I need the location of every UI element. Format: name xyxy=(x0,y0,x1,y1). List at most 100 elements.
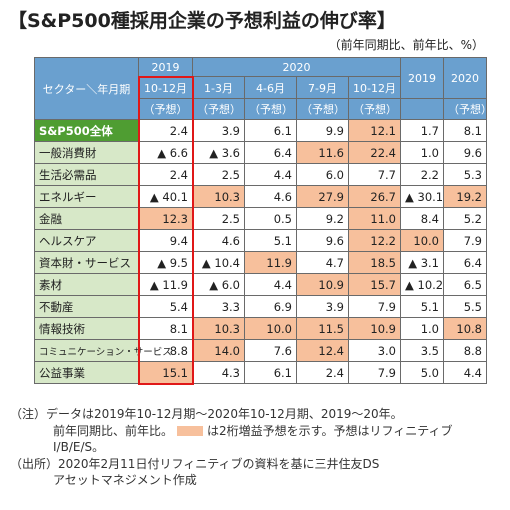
value-cell: 2.4 xyxy=(138,119,193,142)
value-cell: 9.6 xyxy=(296,229,349,252)
sector-label: 不動産 xyxy=(34,295,139,318)
note-line: （注）データは2019年10-12月期～2020年10-12月期、2019～20… xyxy=(10,407,403,421)
value-cell: 7.9 xyxy=(443,229,487,252)
sector-label: 金融 xyxy=(34,207,139,230)
year-header: 2019 xyxy=(400,57,444,99)
value-cell: ▲ 40.1 xyxy=(138,185,193,208)
value-cell: 14.0 xyxy=(192,339,245,362)
value-cell: 3.5 xyxy=(400,339,444,362)
sector-label: 生活必需品 xyxy=(34,163,139,186)
value-cell: 4.4 xyxy=(244,273,297,296)
table-row: ヘルスケア 9.4 4.6 5.1 9.6 12.2 10.0 7.9 xyxy=(34,229,487,252)
value-cell: ▲ 3.1 xyxy=(400,251,444,274)
value-cell: 26.7 xyxy=(348,185,401,208)
forecast-header: （予想） xyxy=(443,98,492,120)
table-row: 不動産 5.4 3.3 6.9 3.9 7.9 5.1 5.5 xyxy=(34,295,487,318)
value-cell: 4.3 xyxy=(192,361,245,384)
note-line: I/B/E/S。 xyxy=(53,440,105,454)
table-row: 素材 ▲ 11.9 ▲ 6.0 4.4 10.9 15.7 ▲ 10.2 6.5 xyxy=(34,273,487,296)
forecast-header: （予想） xyxy=(296,98,349,120)
value-cell: 2.4 xyxy=(296,361,349,384)
value-cell: 2.5 xyxy=(192,207,245,230)
value-cell: 6.4 xyxy=(244,141,297,164)
value-cell: ▲ 3.6 xyxy=(192,141,245,164)
value-cell: 6.9 xyxy=(244,295,297,318)
table-row: コミュニケーション・サービス 8.8 14.0 7.6 12.4 3.0 3.5 8.8 xyxy=(34,339,487,362)
value-cell: 5.2 xyxy=(443,207,487,230)
value-cell: 6.1 xyxy=(244,361,297,384)
unit-label: （前年同期比、前年比、%） xyxy=(328,38,484,52)
value-cell: 4.4 xyxy=(443,361,487,384)
value-cell: 4.6 xyxy=(244,185,297,208)
forecast-header: （予想） xyxy=(138,98,193,120)
note-line: 前年同期比、前年比。 は2桁増益予想を示す。予想はリフィニティブ xyxy=(10,423,504,440)
value-cell: 27.9 xyxy=(296,185,349,208)
value-cell: 1.0 xyxy=(400,141,444,164)
source-line: アセットマネジメント作成 xyxy=(53,473,197,487)
period-header: 4-6月 xyxy=(244,76,297,99)
period-header: 10-12月 xyxy=(348,76,401,99)
sector-label: コミュニケーション・サービス xyxy=(34,339,172,362)
value-cell: 19.2 xyxy=(443,185,487,208)
sector-label: 公益事業 xyxy=(34,361,139,384)
table-header: セクター＼年月期 2019 2020 2019 2020 10-12月 1-3月 4… xyxy=(34,57,492,120)
value-cell: 0.5 xyxy=(244,207,297,230)
value-cell: 5.1 xyxy=(400,295,444,318)
value-cell: 5.0 xyxy=(400,361,444,384)
year-header: 2019 xyxy=(138,57,193,77)
value-cell: 5.4 xyxy=(138,295,193,318)
value-cell: 12.2 xyxy=(348,229,401,252)
value-cell: 11.0 xyxy=(348,207,401,230)
value-cell: 22.4 xyxy=(348,141,401,164)
period-header: 7-9月 xyxy=(296,76,349,99)
sector-label: S&P500全体 xyxy=(34,119,139,142)
forecast-header: （予想） xyxy=(244,98,297,120)
value-cell: 3.9 xyxy=(192,119,245,142)
value-cell: 11.5 xyxy=(296,317,349,340)
value-cell: 5.3 xyxy=(443,163,487,186)
value-cell: 12.3 xyxy=(138,207,193,230)
value-cell: 2.2 xyxy=(400,163,444,186)
forecast-header: （予想） xyxy=(192,98,245,120)
source-line: （出所）2020年2月11日付リフィニティブの資料を基に三井住友DS xyxy=(10,456,380,471)
value-cell: 5.1 xyxy=(244,229,297,252)
value-cell: 4.6 xyxy=(192,229,245,252)
value-cell: 12.4 xyxy=(296,339,349,362)
table-row: 資本財・サービス ▲ 9.5 ▲ 10.4 11.9 4.7 18.5 ▲ 3.1 6.4 xyxy=(34,251,487,274)
value-cell: 11.9 xyxy=(244,251,297,274)
value-cell: 1.0 xyxy=(400,317,444,340)
forecast-header xyxy=(400,98,444,120)
sector-label: 素材 xyxy=(34,273,139,296)
footnote: （注）データは2019年10-12月期～2020年10-12月期、2019～20… xyxy=(10,406,504,489)
sector-label: エネルギー xyxy=(34,185,139,208)
value-cell: 7.6 xyxy=(244,339,297,362)
value-cell: 7.9 xyxy=(348,361,401,384)
value-cell: 3.9 xyxy=(296,295,349,318)
sector-label: 資本財・サービス xyxy=(34,251,139,274)
value-cell: 8.4 xyxy=(400,207,444,230)
value-cell: 12.1 xyxy=(348,119,401,142)
table-row: 一般消費財 ▲ 6.6 ▲ 3.6 6.4 11.6 22.4 1.0 9.6 xyxy=(34,141,487,164)
sector-label: 一般消費財 xyxy=(34,141,139,164)
value-cell: ▲ 11.9 xyxy=(138,273,193,296)
value-cell: 10.3 xyxy=(192,317,245,340)
value-cell: 5.5 xyxy=(443,295,487,318)
table-row: 公益事業 15.1 4.3 6.1 2.4 7.9 5.0 4.4 xyxy=(34,361,487,384)
value-cell: 10.0 xyxy=(244,317,297,340)
table-row: 金融 12.3 2.5 0.5 9.2 11.0 8.4 5.2 xyxy=(34,207,487,230)
value-cell: 8.8 xyxy=(443,339,487,362)
table-body: S&P500全体 2.4 3.9 6.1 9.9 12.1 1.7 8.1 一般消費財 ▲ 6.6… xyxy=(34,119,487,384)
sector-label: 情報技術 xyxy=(34,317,139,340)
value-cell: 9.4 xyxy=(138,229,193,252)
value-cell: ▲ 10.4 xyxy=(192,251,245,274)
value-cell: 7.9 xyxy=(348,295,401,318)
note-text: 前年同期比、前年比。 xyxy=(53,423,174,438)
value-cell: ▲ 10.2 xyxy=(400,273,444,296)
value-cell: 11.6 xyxy=(296,141,349,164)
value-cell: 2.4 xyxy=(138,163,193,186)
value-cell: 4.7 xyxy=(296,251,349,274)
table-row: S&P500全体 2.4 3.9 6.1 9.9 12.1 1.7 8.1 xyxy=(34,119,487,142)
value-cell: 15.7 xyxy=(348,273,401,296)
value-cell: 4.4 xyxy=(244,163,297,186)
value-cell: 3.0 xyxy=(348,339,401,362)
